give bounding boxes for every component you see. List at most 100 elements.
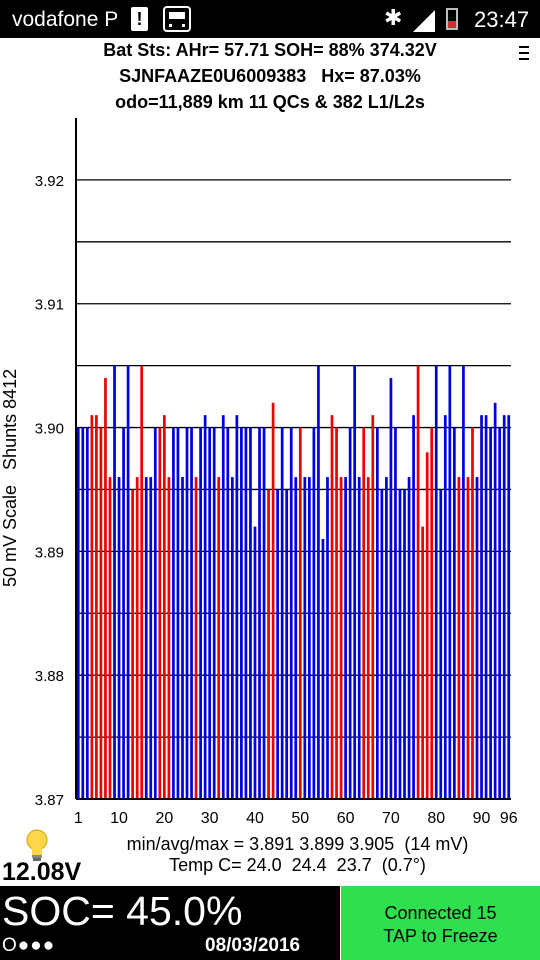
signal-icon bbox=[413, 10, 435, 32]
cell-bar bbox=[453, 427, 456, 799]
y-tick-label: 3.90 bbox=[35, 421, 64, 438]
cell-bar bbox=[394, 427, 397, 799]
overflow-menu-icon[interactable] bbox=[519, 46, 529, 60]
cell-bar bbox=[172, 427, 175, 799]
cell-bar bbox=[294, 477, 298, 799]
cell-bar bbox=[375, 427, 379, 799]
cell-bar bbox=[502, 415, 506, 799]
cell-bar bbox=[249, 427, 252, 799]
cell-bar bbox=[271, 402, 275, 799]
soc-readout: SOC= 45.0% bbox=[2, 888, 243, 934]
x-tick-label: 50 bbox=[291, 810, 309, 827]
cell-bar bbox=[221, 415, 225, 799]
cell-bar bbox=[158, 427, 162, 799]
cell-bar bbox=[149, 477, 153, 799]
cell-bar bbox=[326, 477, 329, 799]
lightbulb-icon[interactable] bbox=[24, 828, 50, 862]
cell-bar bbox=[240, 427, 243, 799]
cell-bar bbox=[285, 489, 289, 799]
cell-voltage-chart[interactable]: 3.87 3.88 3.89 3.90 3.91 3.92 1 10 20 30 40 50 60 70… bbox=[0, 110, 540, 835]
notification-icon: ! bbox=[131, 7, 148, 31]
date-label: 08/03/2016 bbox=[205, 935, 301, 956]
axes bbox=[75, 118, 511, 800]
cell-bar bbox=[76, 427, 80, 799]
cell-bar bbox=[335, 427, 338, 799]
cell-bar bbox=[407, 477, 411, 799]
cell-bar bbox=[276, 489, 279, 799]
cell-bar bbox=[471, 427, 474, 799]
cell-bar bbox=[366, 477, 370, 799]
cell-bar bbox=[439, 489, 443, 799]
cell-bar bbox=[475, 477, 479, 799]
cell-bars bbox=[76, 365, 511, 799]
cell-bar bbox=[135, 477, 139, 799]
y-tick-labels: 3.87 3.88 3.89 3.90 3.91 3.92 bbox=[35, 173, 64, 809]
x-tick-label: 20 bbox=[155, 810, 173, 827]
cell-bar bbox=[289, 427, 293, 799]
battery-icon bbox=[446, 8, 458, 30]
cell-bar bbox=[421, 526, 424, 799]
voltage-stats: min/avg/max = 3.891 3.899 3.905 (14 mV) bbox=[126, 834, 469, 854]
temperature-stats: Temp C= 24.0 24.4 23.7 (0.7°) bbox=[169, 855, 426, 875]
cell-bar bbox=[163, 415, 166, 799]
cell-bar bbox=[258, 427, 261, 799]
connection-status: Connected 15 bbox=[384, 903, 497, 923]
cell-bar bbox=[117, 477, 121, 799]
cell-bar bbox=[267, 489, 270, 799]
cell-bar bbox=[244, 427, 248, 799]
cell-bar bbox=[230, 477, 234, 799]
cell-bar bbox=[298, 427, 302, 799]
cell-bar bbox=[371, 415, 375, 799]
cell-bar bbox=[321, 538, 325, 799]
cell-bar bbox=[412, 415, 415, 799]
cell-bar bbox=[339, 477, 343, 799]
cell-bar bbox=[389, 378, 393, 799]
cell-bar bbox=[457, 477, 461, 799]
battery-status-line: Bat Sts: AHr= 57.71 SOH= 88% 374.32V bbox=[103, 40, 437, 60]
cell-bar bbox=[126, 365, 130, 799]
y-tick-label: 3.92 bbox=[35, 173, 64, 190]
y-tick-label: 3.91 bbox=[35, 297, 64, 314]
cell-bar bbox=[95, 415, 98, 799]
odometer-line: odo=11,889 km 11 QCs & 382 L1/L2s bbox=[115, 92, 425, 112]
x-tick-label: 70 bbox=[382, 810, 400, 827]
cell-bar bbox=[466, 477, 470, 799]
cell-bar bbox=[131, 489, 134, 799]
cell-bar bbox=[140, 365, 144, 799]
freeze-hint: TAP to Freeze bbox=[383, 926, 498, 946]
cell-bar bbox=[362, 427, 366, 799]
cell-bar bbox=[185, 427, 189, 799]
cell-bar bbox=[167, 477, 171, 799]
cell-bar bbox=[104, 378, 107, 799]
cell-bar bbox=[317, 365, 320, 799]
cell-bar bbox=[425, 452, 429, 799]
cell-bar bbox=[385, 477, 388, 799]
cell-bar bbox=[280, 427, 284, 799]
cell-bar bbox=[194, 477, 198, 799]
cell-bar bbox=[90, 415, 94, 799]
cell-bar bbox=[344, 477, 347, 799]
cell-bar bbox=[262, 427, 266, 799]
x-tick-label: 80 bbox=[427, 810, 445, 827]
cell-bar bbox=[398, 489, 402, 799]
cell-bar bbox=[253, 526, 257, 799]
cell-bar bbox=[235, 415, 239, 799]
cell-bar bbox=[357, 477, 361, 799]
cell-bar bbox=[430, 427, 434, 799]
cell-bar bbox=[493, 402, 497, 799]
freeze-button[interactable]: Connected 15 TAP to Freeze bbox=[341, 886, 540, 960]
cell-bar bbox=[348, 427, 352, 799]
cell-bar bbox=[308, 477, 311, 799]
cell-bar bbox=[212, 427, 216, 799]
cell-bar bbox=[122, 427, 125, 799]
cell-bar bbox=[416, 365, 420, 799]
cell-bar bbox=[448, 365, 452, 799]
y-tick-label: 3.88 bbox=[35, 668, 64, 685]
cell-bar bbox=[480, 415, 483, 799]
cell-bar bbox=[199, 427, 202, 799]
x-tick-label: 40 bbox=[246, 810, 264, 827]
x-tick-label: 96 bbox=[500, 810, 518, 827]
x-tick-label: 1 bbox=[74, 810, 83, 827]
cell-bar bbox=[108, 477, 112, 799]
cell-bar bbox=[443, 415, 447, 799]
